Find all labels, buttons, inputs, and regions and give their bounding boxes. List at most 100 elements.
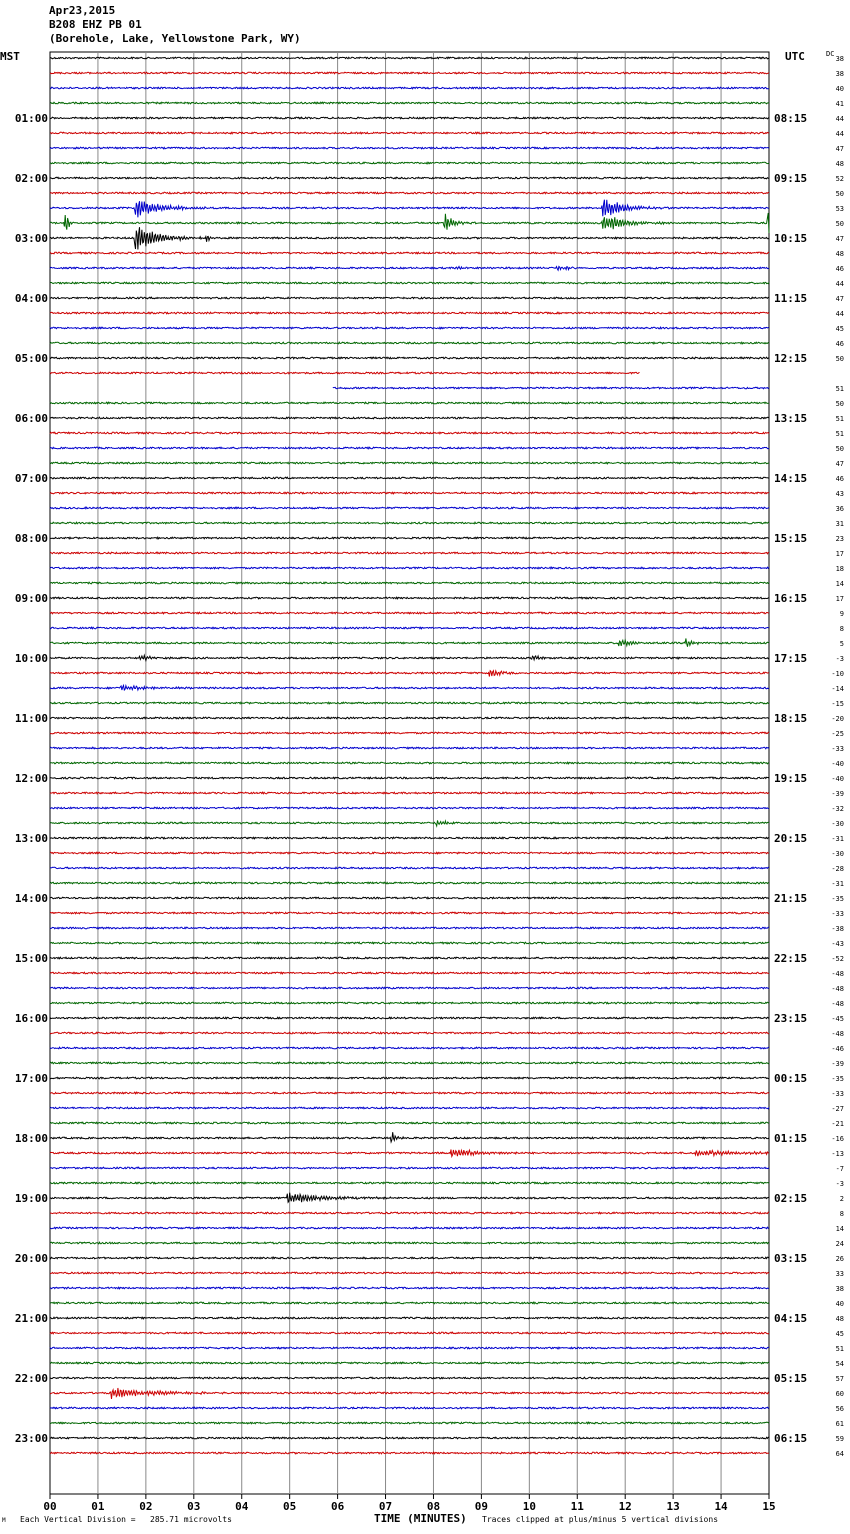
trace-line	[49, 1436, 769, 1440]
trace-line	[49, 941, 770, 945]
dc-offset-label: 47	[836, 235, 844, 243]
trace-line	[49, 506, 770, 510]
trace-line	[49, 191, 770, 195]
hour-label-left: 17:00	[15, 1072, 48, 1085]
trace-line	[49, 1346, 770, 1350]
trace-line	[49, 1271, 770, 1275]
dc-offset-label: 45	[836, 325, 844, 333]
dc-label: DC	[826, 50, 834, 58]
trace-line	[49, 638, 770, 648]
hour-label-right: 21:15	[774, 892, 807, 905]
trace-line	[49, 311, 770, 315]
hour-label-right: 05:15	[774, 1372, 807, 1385]
dc-offset-label: 2	[840, 1195, 844, 1203]
dc-offset-label: 5	[840, 640, 844, 648]
dc-offset-label: -10	[831, 670, 844, 678]
hour-label-right: 12:15	[774, 352, 807, 365]
trace-line	[49, 1076, 770, 1080]
trace-line	[49, 1046, 770, 1050]
trace-line	[50, 851, 769, 855]
trace-line	[50, 776, 770, 780]
trace-line	[50, 1387, 770, 1400]
dc-offset-label: -52	[831, 955, 844, 963]
station-code: B208 EHZ PB 01	[49, 18, 142, 31]
hour-label-right: 23:15	[774, 1012, 807, 1025]
vertical-division-note: Each Vertical Division = 285.71 microvol…	[20, 1515, 232, 1524]
dc-offset-label: 48	[836, 1315, 844, 1323]
dc-offset-label: 9	[840, 610, 844, 618]
dc-offset-label: -3	[836, 655, 844, 663]
trace-line	[49, 199, 770, 218]
hour-label-right: 00:15	[774, 1072, 807, 1085]
trace-line	[49, 371, 640, 375]
dc-offset-label: 50	[836, 400, 844, 408]
dc-offset-label: 61	[836, 1420, 844, 1428]
x-tick-label: 08	[427, 1500, 440, 1513]
hour-label-right: 14:15	[774, 472, 807, 485]
dc-offset-label: -39	[831, 1060, 844, 1068]
dc-offset-label: -48	[831, 985, 844, 993]
trace-line	[49, 71, 770, 75]
dc-offset-label: 51	[836, 385, 844, 393]
trace-line	[50, 911, 770, 915]
hour-label-left: 13:00	[15, 832, 48, 845]
trace-line	[49, 1211, 770, 1215]
trace-line	[49, 326, 770, 330]
trace-line	[49, 926, 769, 930]
hour-label-left: 01:00	[15, 112, 48, 125]
x-tick-label: 02	[139, 1500, 152, 1513]
trace-line	[49, 416, 770, 420]
trace-line	[49, 866, 770, 870]
dc-offset-label: 54	[836, 1360, 844, 1368]
dc-offset-label: -43	[831, 940, 844, 948]
trace-line	[49, 446, 770, 450]
dc-offset-label: -45	[831, 1015, 844, 1023]
hour-label-right: 19:15	[774, 772, 807, 785]
hour-label-left: 23:00	[15, 1432, 48, 1445]
x-tick-label: 12	[619, 1500, 632, 1513]
dc-offset-label: 46	[836, 475, 844, 483]
dc-offset-label: 38	[836, 70, 844, 78]
trace-line	[49, 227, 770, 250]
trace-line	[49, 265, 770, 272]
trace-line	[49, 1301, 770, 1305]
trace-line	[49, 896, 770, 900]
dc-offset-label: 50	[836, 220, 844, 228]
chart-date: Apr23,2015	[49, 4, 116, 17]
hour-label-right: 08:15	[774, 112, 807, 125]
dc-offset-label: 17	[836, 550, 844, 558]
trace-line	[49, 1181, 770, 1185]
dc-offset-label: -35	[831, 1075, 844, 1083]
trace-line	[49, 1226, 770, 1230]
hour-label-right: 22:15	[774, 952, 807, 965]
hour-label-left: 02:00	[15, 172, 48, 185]
dc-offset-label: 47	[836, 295, 844, 303]
dc-offset-label: 14	[836, 1225, 844, 1233]
trace-line	[49, 971, 770, 975]
dc-offset-label: -3	[836, 1180, 844, 1188]
hour-label-right: 10:15	[774, 232, 807, 245]
hour-label-right: 15:15	[774, 532, 807, 545]
x-axis-title: TIME (MINUTES)	[374, 1512, 467, 1525]
dc-offset-label: 8	[840, 625, 844, 633]
dc-offset-label: 52	[836, 175, 844, 183]
hour-label-left: 07:00	[15, 472, 48, 485]
dc-offset-label: 24	[836, 1240, 844, 1248]
dc-offset-label: -35	[831, 895, 844, 903]
dc-offset-label: -33	[831, 745, 844, 753]
dc-offset-label: 40	[836, 85, 844, 93]
dc-offset-label: 31	[836, 520, 844, 528]
hour-label-left: 04:00	[15, 292, 48, 305]
dc-offset-label: 59	[836, 1435, 844, 1443]
hour-label-left: 20:00	[15, 1252, 48, 1265]
hour-label-left: 03:00	[15, 232, 48, 245]
dc-offset-label: 53	[836, 205, 844, 213]
trace-line	[49, 296, 769, 300]
dc-offset-label: -7	[836, 1165, 844, 1173]
trace-line	[50, 131, 770, 135]
right-axis-title: UTC	[785, 50, 805, 63]
dc-offset-label: -48	[831, 970, 844, 978]
hour-label-right: 01:15	[774, 1132, 807, 1145]
trace-line	[49, 521, 770, 525]
